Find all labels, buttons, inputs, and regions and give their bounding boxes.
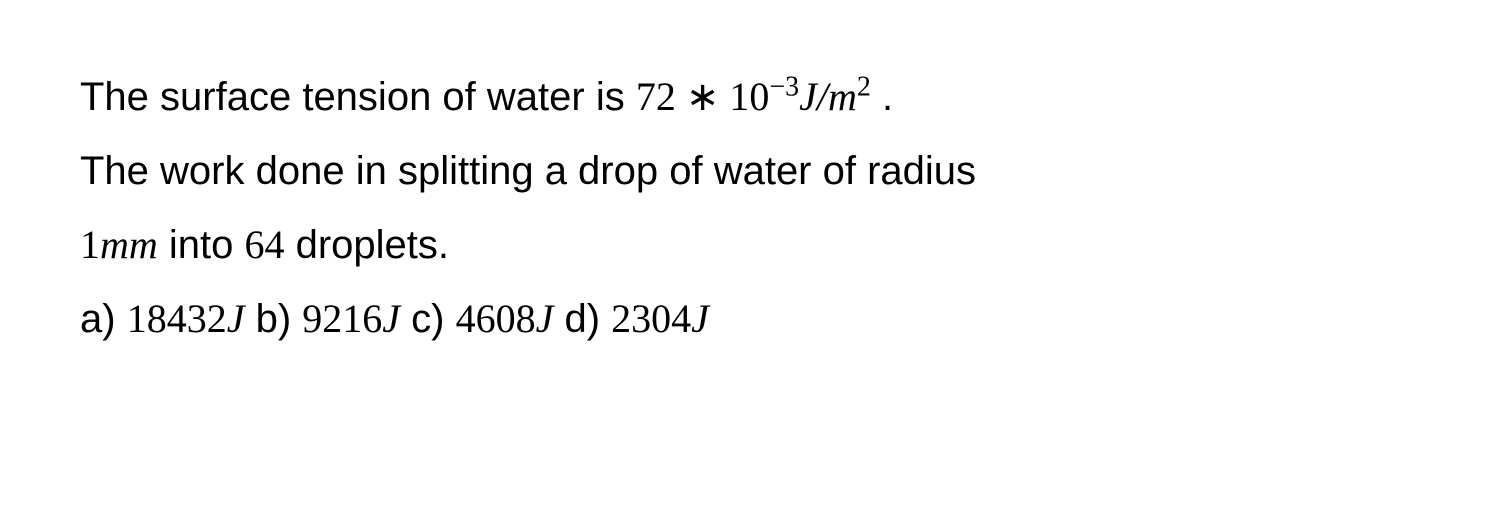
option-c-unit: J [536, 296, 554, 341]
question-text-1: The surface tension of water is [80, 75, 636, 119]
question-line-3: 1mm into 64 droplets. [80, 208, 1420, 282]
unit-meter-exp: 2 [857, 72, 871, 103]
times-symbol: ∗ [676, 74, 730, 119]
question-text-3-mid: into [158, 223, 245, 267]
physics-question: The surface tension of water is 72 ∗ 10−… [80, 60, 1420, 356]
option-b-unit: J [382, 296, 400, 341]
question-text-3-post: droplets. [285, 223, 450, 267]
radius-value: 1 [80, 222, 100, 267]
option-d-value: 2304 [611, 296, 691, 341]
unit-meter: m [828, 74, 857, 119]
option-b-label: b) [256, 297, 303, 341]
power-exponent: −3 [769, 72, 799, 103]
answer-options: a) 18432J b) 9216J c) 4608J d) 2304J [80, 282, 1420, 356]
unit-slash: / [817, 74, 828, 119]
surface-tension-value: 72 [636, 74, 676, 119]
unit-joule: J [799, 74, 817, 119]
question-line-1: The surface tension of water is 72 ∗ 10−… [80, 60, 1420, 134]
option-a-unit: J [227, 296, 245, 341]
option-a-label: a) [80, 297, 127, 341]
question-text-1-post: . [871, 75, 893, 119]
question-line-2: The work done in splitting a drop of wat… [80, 134, 1420, 208]
droplet-count: 64 [245, 222, 285, 267]
option-b-value: 9216 [302, 296, 382, 341]
radius-unit: mm [100, 222, 158, 267]
option-c-label: c) [411, 297, 455, 341]
option-a-value: 18432 [127, 296, 227, 341]
option-d-unit: J [691, 296, 709, 341]
option-d-label: d) [564, 297, 611, 341]
power-base: 10 [729, 74, 769, 119]
option-c-value: 4608 [456, 296, 536, 341]
